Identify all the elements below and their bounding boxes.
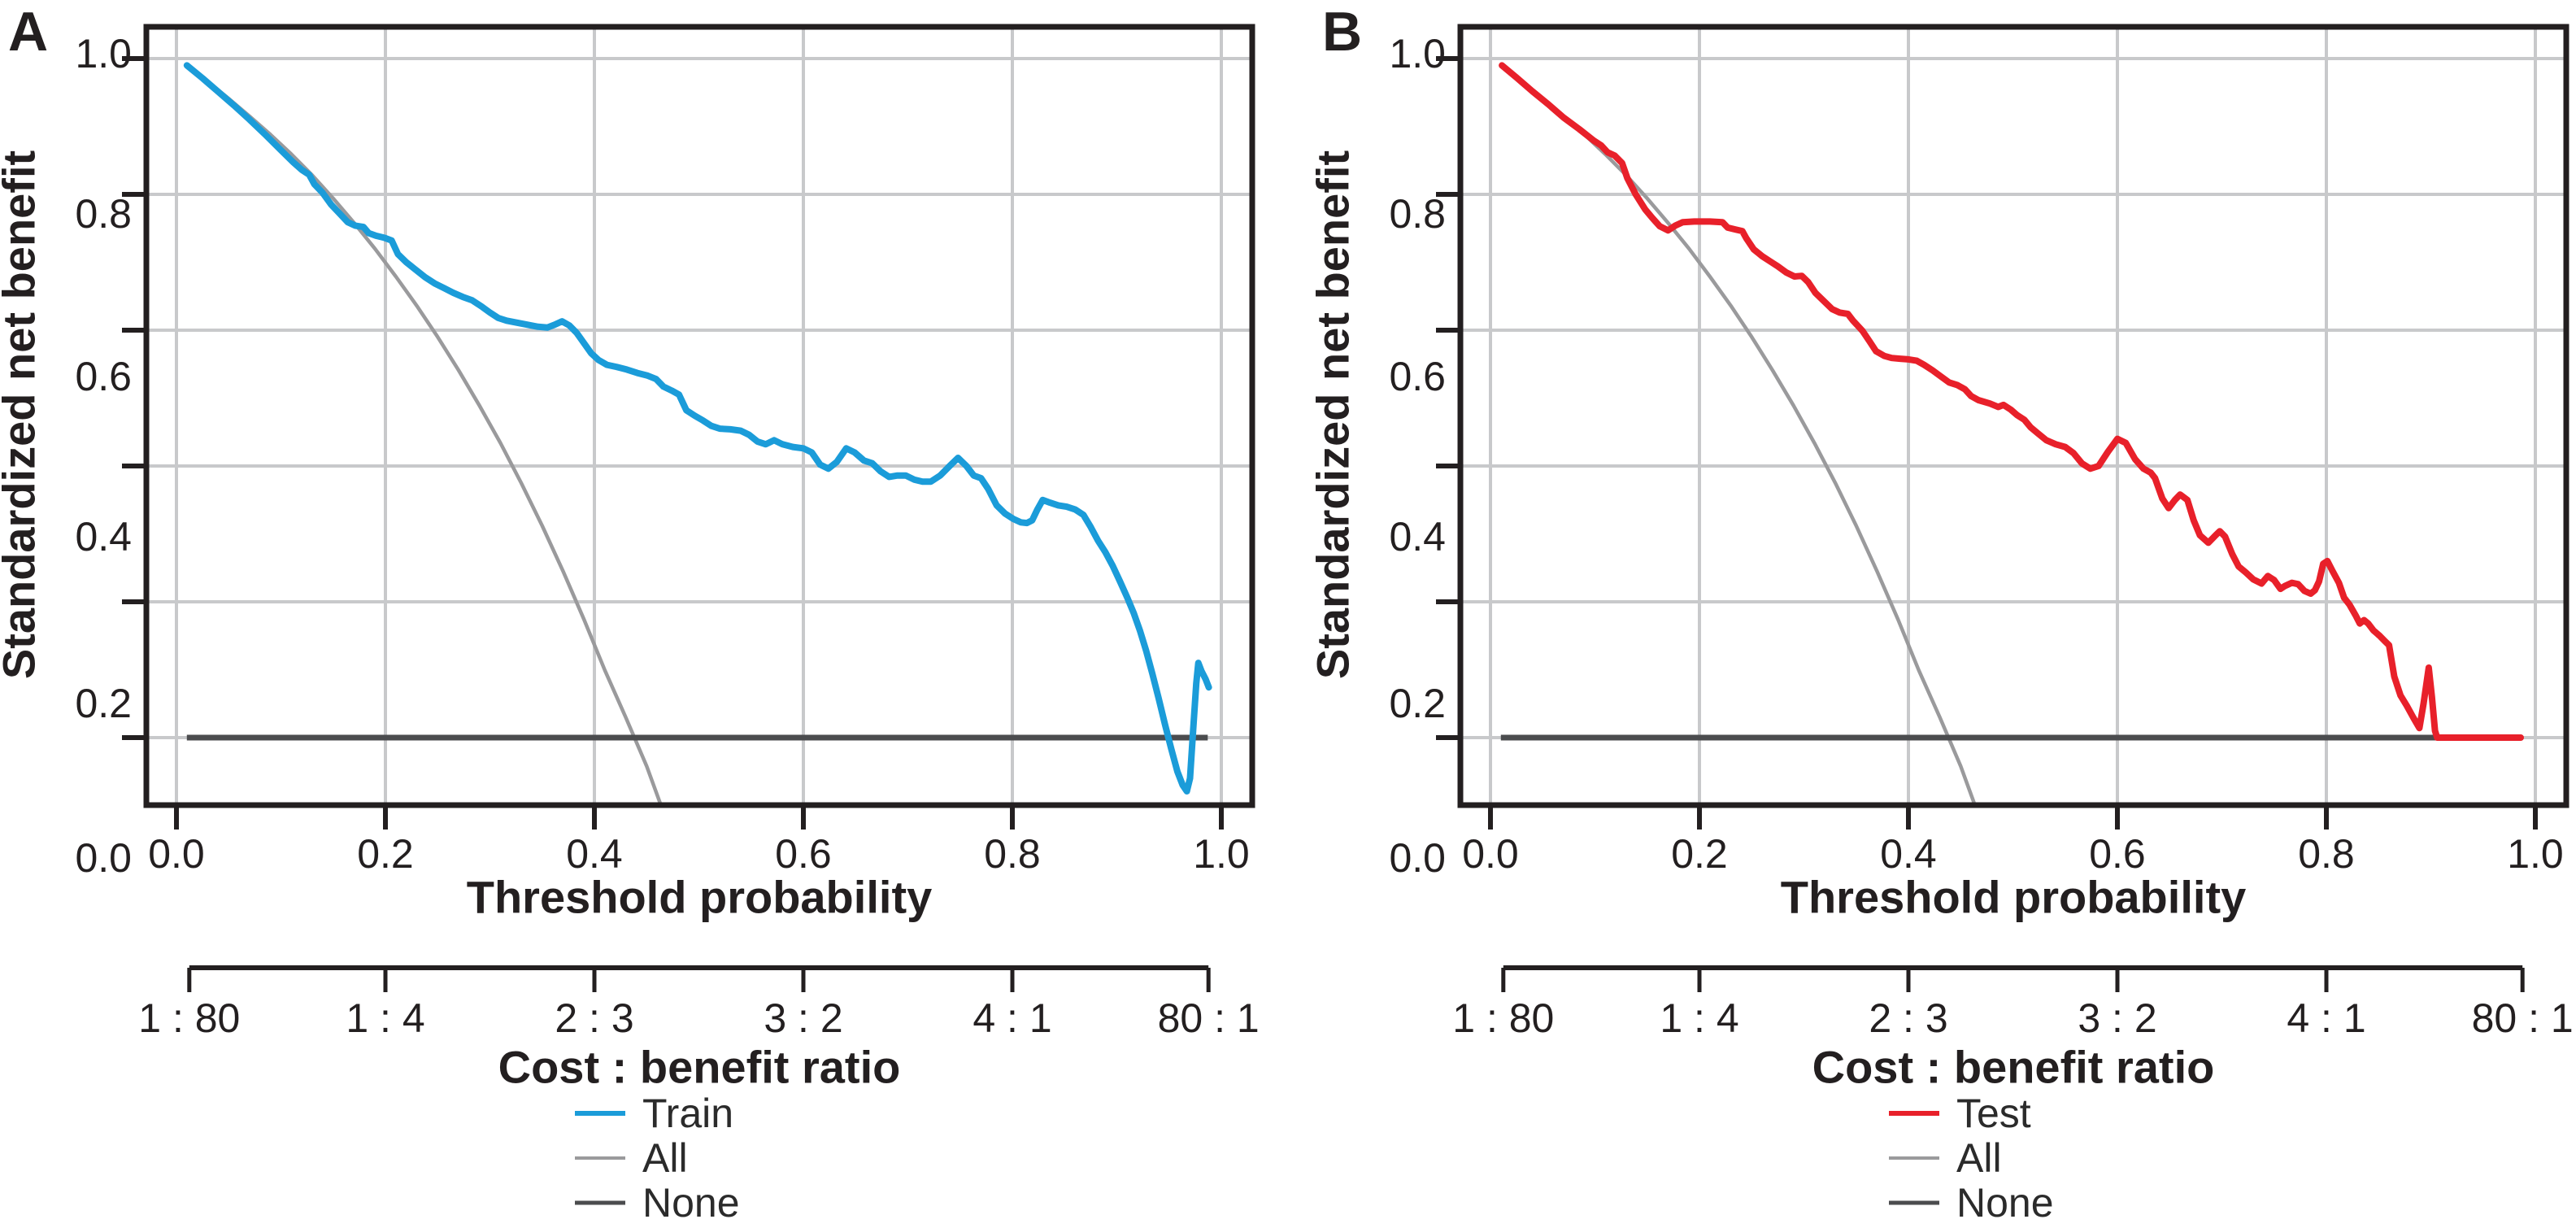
cost-tick-label: 3 : 2	[2078, 995, 2156, 1041]
cost-tick-label: 3 : 2	[764, 995, 842, 1041]
x-axis-title: Threshold probability	[467, 872, 932, 923]
cost-axis-title: Cost : benefit ratio	[1812, 1042, 2215, 1093]
y-axis-title: Standardized net benefit	[0, 150, 45, 679]
cost-tick-label: 1 : 80	[1452, 995, 1554, 1041]
cost-tick-label: 4 : 1	[2287, 995, 2365, 1041]
series-group	[183, 62, 1212, 805]
y-tick-label: 0.6	[75, 354, 132, 399]
y-tick-label: 0.8	[1389, 191, 1446, 237]
series-group	[1499, 62, 2524, 805]
y-tick-label: 0.8	[75, 191, 132, 237]
legend-label-test: Test	[1956, 1091, 2031, 1136]
test-curve	[1499, 62, 2524, 741]
legend-label-train: Train	[642, 1091, 733, 1136]
plot-frame	[1457, 24, 2569, 808]
x-tick-label: 0.6	[775, 831, 832, 877]
x-tick-label: 0.8	[984, 831, 1041, 877]
cost-benefit-axis: 1 : 80 1 : 4 2 : 3 3 : 2 4 : 1 80 : 1 Cost : b…	[1452, 965, 2574, 1093]
legend-label-all: All	[1956, 1135, 2002, 1181]
y-axis-title: Standardized net benefit	[1308, 150, 1359, 679]
panel-letter-b: B	[1322, 1, 1362, 63]
y-tick-label: 0.2	[1389, 681, 1446, 726]
y-tick-label: 0.4	[1389, 514, 1446, 560]
all-curve	[185, 63, 664, 805]
gridlines	[1460, 27, 2566, 805]
x-tick-label: 0.4	[566, 831, 623, 877]
cost-tick-label: 2 : 3	[1869, 995, 1947, 1041]
panel-b: 0.0 0.2 0.4 0.6 0.8 1.0 1.0 0.8 0.6 0.4 0.2 0.0 Thre…	[1308, 1, 2574, 1226]
x-axis-title: Threshold probability	[1781, 872, 2246, 923]
y-tick-label: 1.0	[75, 31, 132, 76]
legend-label-none: None	[1956, 1180, 2054, 1226]
cost-tick-label: 1 : 4	[1660, 995, 1738, 1041]
y-tick-label: 0.4	[75, 514, 132, 560]
y-tick-label: 0.0	[75, 835, 132, 881]
x-tick-label: 0.8	[2298, 831, 2355, 877]
x-tick-label: 0.0	[1462, 831, 1519, 877]
x-tick-label: 0.4	[1880, 831, 1937, 877]
train-curve	[183, 62, 1212, 795]
x-tick-label: 1.0	[2507, 831, 2564, 877]
cost-tick-label: 1 : 4	[346, 995, 424, 1041]
cost-tick-label: 80 : 1	[2472, 995, 2574, 1041]
cost-tick-label: 2 : 3	[555, 995, 633, 1041]
y-tick-label: 0.0	[1389, 835, 1446, 881]
axis-ticks	[1436, 56, 2538, 830]
plot-frame	[143, 24, 1255, 808]
cost-benefit-axis: 1 : 80 1 : 4 2 : 3 3 : 2 4 : 1 80 : 1 Cost : b…	[138, 965, 1260, 1093]
legend-label-all: All	[642, 1135, 688, 1181]
axis-ticks	[122, 56, 1224, 830]
cost-tick-label: 1 : 80	[138, 995, 240, 1041]
legend-label-none: None	[642, 1180, 740, 1226]
panel-a: 0.0 0.2 0.4 0.6 0.8 1.0 1.0 0.8 0.6 0.4 0.2 0.0 Thre…	[0, 1, 1260, 1226]
x-tick-label: 0.2	[1671, 831, 1728, 877]
x-tick-label: 0.2	[357, 831, 414, 877]
panel-letter-a: A	[8, 1, 48, 63]
y-tick-label: 1.0	[1389, 31, 1446, 76]
x-tick-label: 1.0	[1193, 831, 1250, 877]
cost-tick-label: 4 : 1	[973, 995, 1051, 1041]
y-tick-label: 0.2	[75, 681, 132, 726]
cost-axis-title: Cost : benefit ratio	[498, 1042, 901, 1093]
x-tick-label: 0.6	[2089, 831, 2146, 877]
y-tick-label: 0.6	[1389, 354, 1446, 399]
x-tick-label: 0.0	[148, 831, 205, 877]
cost-tick-label: 80 : 1	[1158, 995, 1260, 1041]
